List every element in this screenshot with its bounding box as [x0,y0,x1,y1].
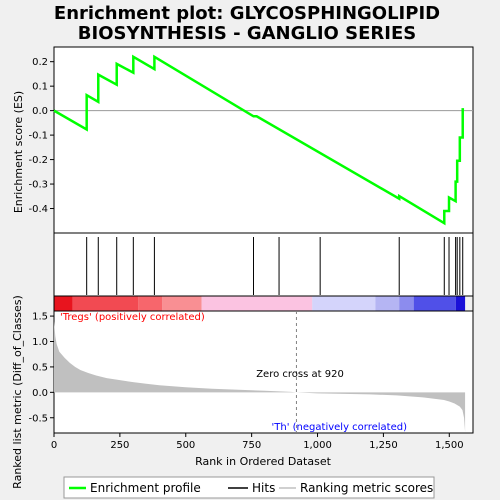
xtick-label: 750 [242,440,261,451]
legend: Enrichment profile Hits Ranking metric s… [63,476,435,499]
legend-metric-label: Ranking metric scores [300,481,433,495]
es-ytick-label: 0.1 [32,82,48,93]
x-axis-label: Rank in Ordered Dataset [195,455,332,468]
es-ytick-label: -0.2 [28,155,48,166]
es-panel: 0.2 0.1 0.0 -0.1 -0.2 -0.3 -0.4 [28,46,474,234]
metric-ytick-label: 0.5 [32,362,48,373]
colorbar-segment [399,296,414,311]
es-plot-area [53,46,474,234]
legend-frame [63,476,435,499]
legend-hits-label: Hits [252,481,275,495]
xtick-label: 250 [110,440,129,451]
metric-plot-area [53,310,474,434]
negative-class-label: 'Th' (negatively correlated) [272,422,408,433]
chart-title-line-1: Enrichment plot: GLYCOSPHINGOLIPID [54,3,440,24]
es-curve-line [53,54,465,226]
es-ytick-label: -0.4 [28,204,48,215]
positive-class-label: 'Tregs' (positively correlated) [60,312,205,323]
metric-ytick-label: 1.0 [32,337,48,348]
xtick-label: 500 [176,440,195,451]
metric-ytick-label: 1.5 [32,312,48,323]
metric-ytick-label: 0.0 [32,388,48,399]
colorbar-segment [455,296,466,311]
colorbar-segment [138,296,163,311]
colorbar-panel [53,295,474,312]
hits-panel [53,232,474,297]
colorbar-segment [54,296,73,311]
colorbar-segment [72,296,139,311]
metric-ytick-label: -0.5 [28,413,48,424]
xtick-label: 1,500 [435,440,464,451]
colorbar-segment [312,296,376,311]
xtick-label: 1,250 [369,440,398,451]
es-y-axis-label: Enrichment score (ES) [12,91,25,213]
metric-panel: 1.5 1.0 0.5 0.0 -0.5 Zero cross at 920 'Treg… [28,310,474,434]
xtick-label: 1,000 [303,440,332,451]
colorbar-segment [201,296,313,311]
metric-y-axis-label: Ranked list metric (Diff_of_Classes) [11,295,24,489]
es-ytick-label: -0.1 [28,131,48,142]
colorbar-segment [375,296,400,311]
zero-cross-label: Zero cross at 920 [256,369,344,380]
xtick-label: 0 [51,440,57,451]
chart-title-line-2: BIOSYNTHESIS - GANGLIO SERIES [78,23,416,44]
es-ytick-label: 0.2 [32,57,48,68]
colorbar-segment [162,296,202,311]
legend-enrichment-label: Enrichment profile [90,481,201,495]
colorbar-segment [413,296,456,311]
es-ytick-label: -0.3 [28,180,48,191]
es-ytick-label: 0.0 [32,106,48,117]
